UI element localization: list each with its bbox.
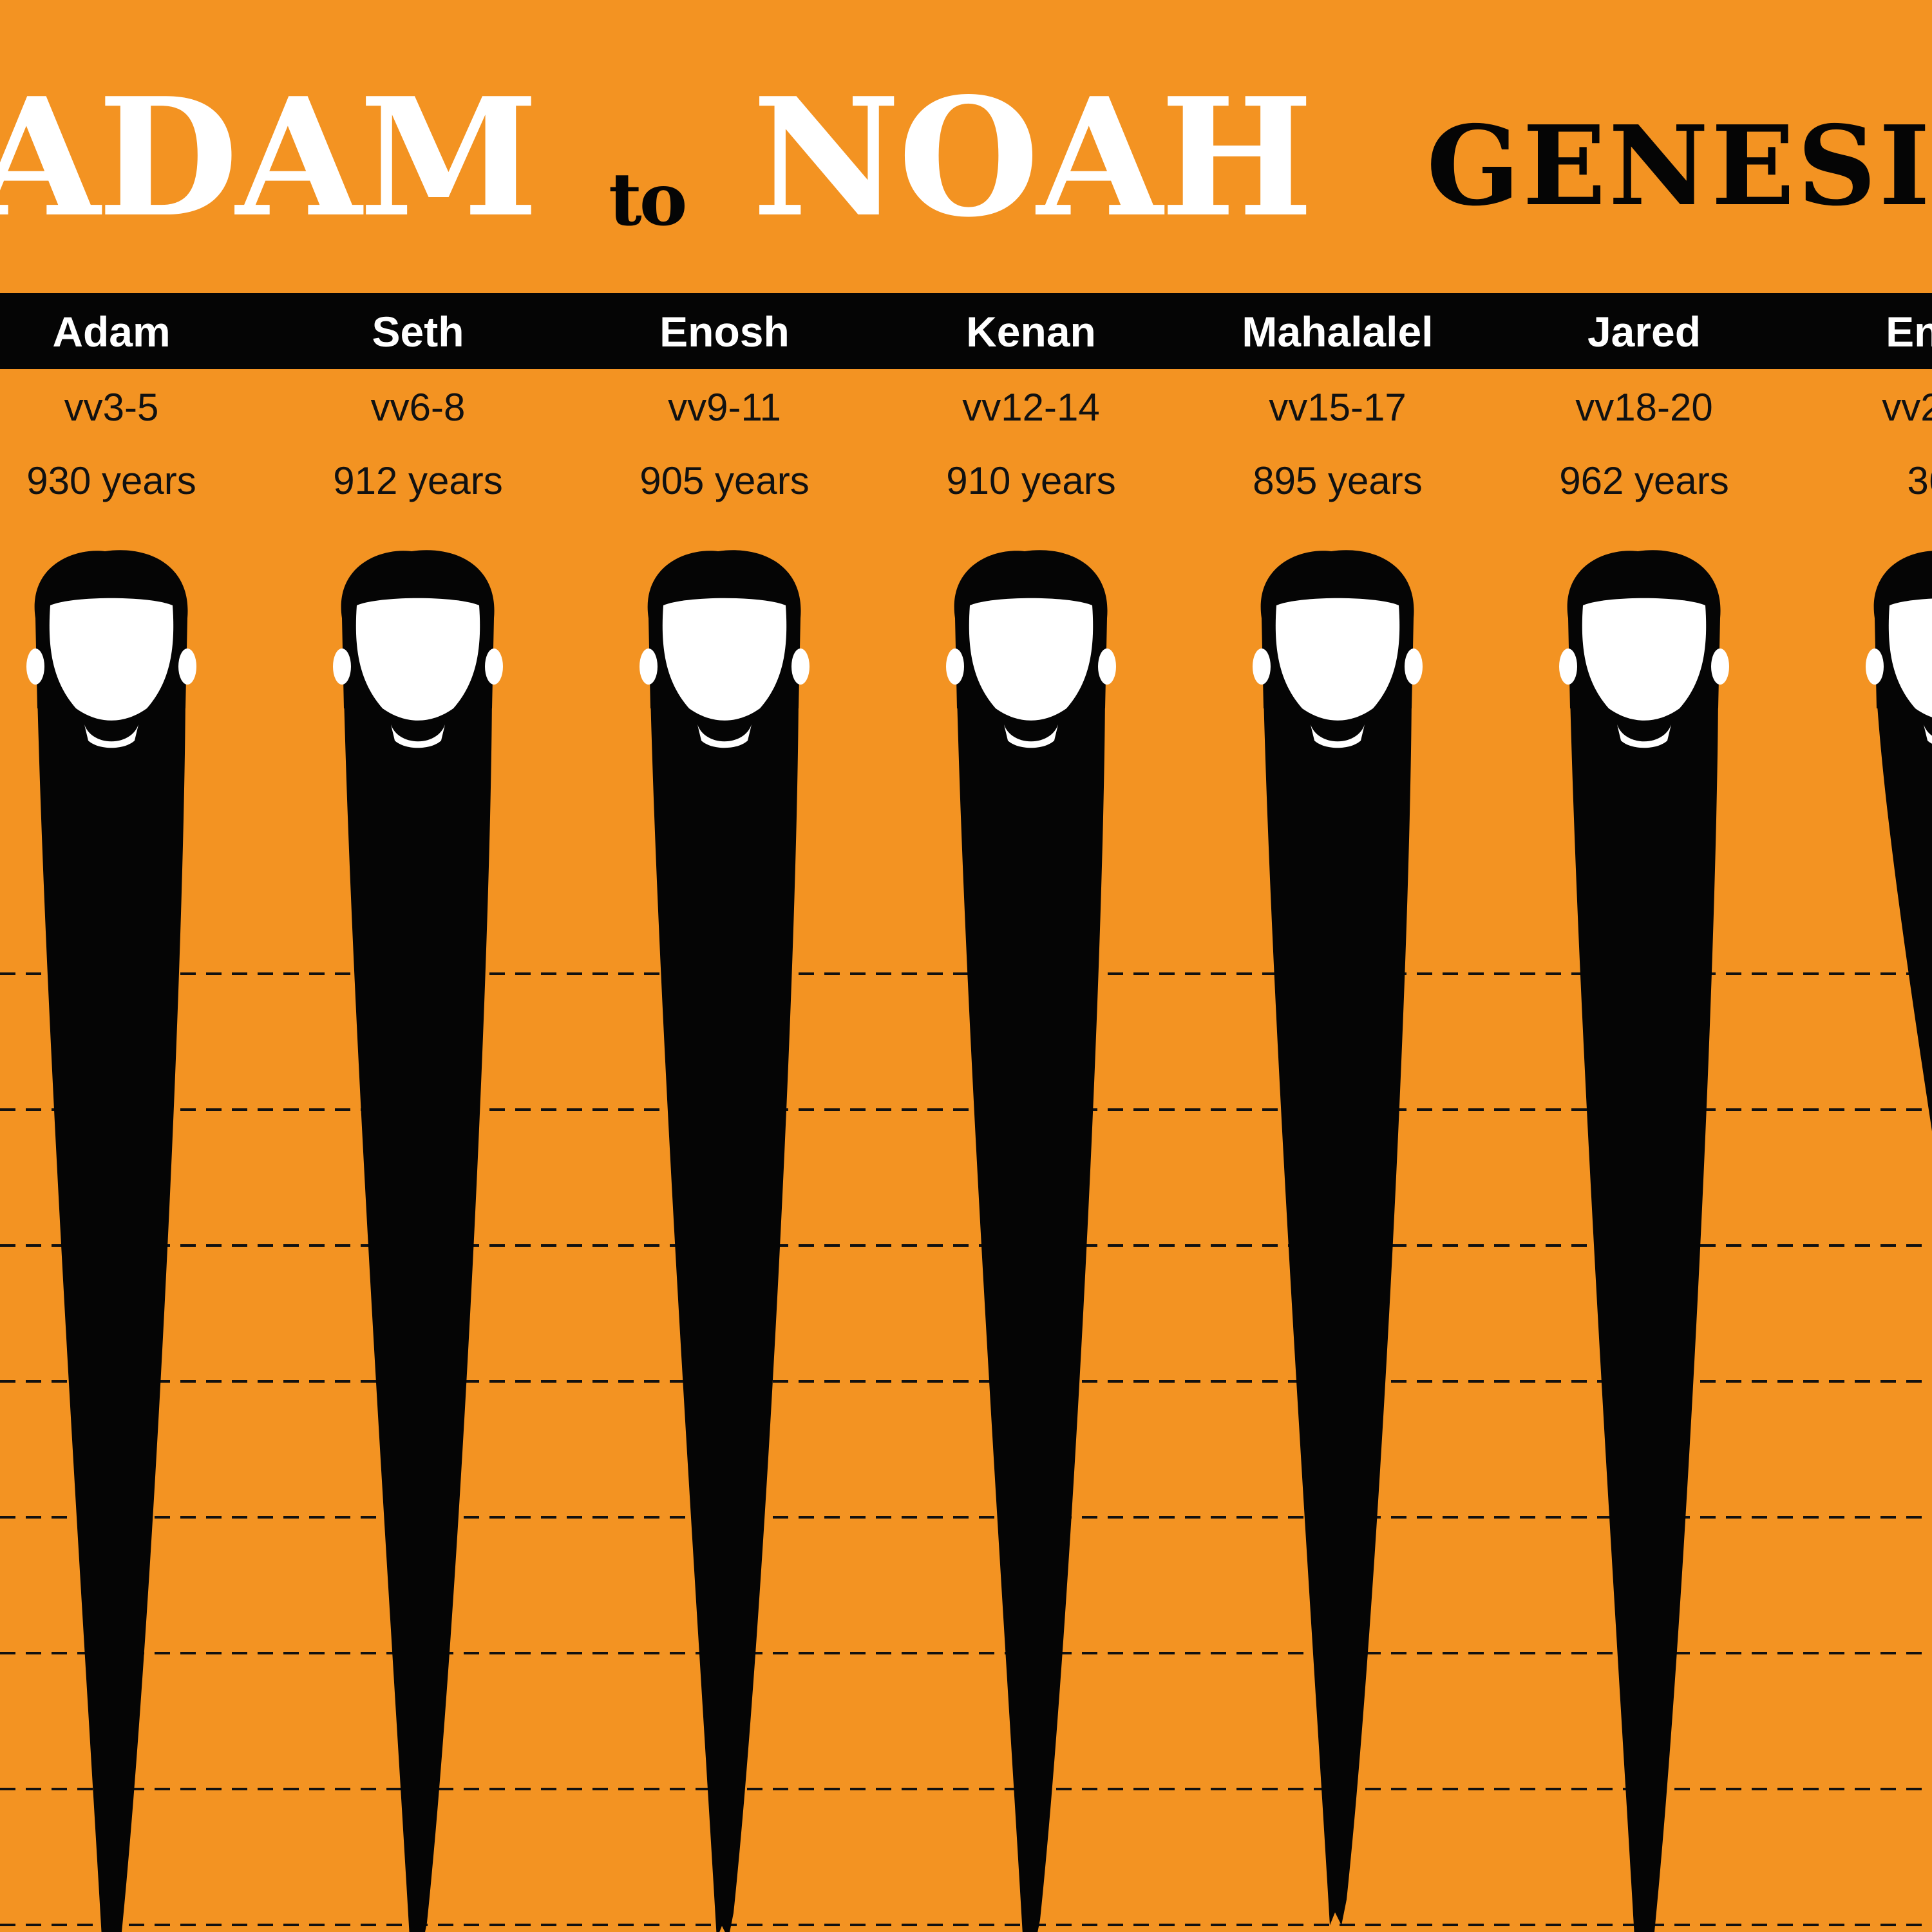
ear-left-enoch (1866, 649, 1884, 685)
ear-right-enosh (791, 649, 810, 685)
mouth-adam (84, 724, 138, 748)
beard-bar-mahalalel (1264, 696, 1412, 1926)
person-name-seth: Seth (372, 308, 464, 355)
figure-jared (1559, 550, 1729, 1932)
person-name-jared: Jared (1587, 308, 1701, 355)
figure-seth (333, 550, 503, 1932)
name-header-bar (0, 293, 1932, 369)
verse-label-enoch: vv21-24 (1882, 386, 1932, 429)
ear-left-jared (1559, 649, 1577, 685)
figure-enoch (1866, 551, 1932, 1132)
figure-adam (26, 550, 196, 1932)
bearded-figures (26, 550, 1932, 1932)
beard-bar-seth (344, 696, 492, 1932)
ear-right-jared (1711, 649, 1729, 685)
years-label-kenan: 910 years (946, 459, 1116, 502)
face-jared (1582, 598, 1707, 721)
mouth-seth (391, 724, 445, 748)
ear-left-kenan (946, 649, 964, 685)
beard-bar-kenan (957, 696, 1105, 1932)
beard-bar-enoch (1877, 696, 1932, 1132)
ear-right-adam (178, 649, 196, 685)
person-name-enosh: Enosh (659, 308, 790, 355)
ear-left-enosh (639, 649, 658, 685)
mouth-jared (1617, 724, 1671, 748)
years-label-adam: 930 years (26, 459, 196, 502)
verse-label-jared: vv18-20 (1575, 386, 1713, 429)
beard-bar-jared (1570, 696, 1718, 1932)
beard-bar-enosh (650, 696, 799, 1932)
years-label-mahalalel: 895 years (1253, 459, 1423, 502)
face-mahalalel (1275, 598, 1400, 721)
title-noah: NOAH (752, 62, 1313, 253)
face-adam (49, 598, 174, 721)
years-label-enosh: 905 years (639, 459, 810, 502)
verse-label-adam: vv3-5 (64, 386, 159, 429)
years-label-seth: 912 years (333, 459, 503, 502)
person-name-adam: Adam (52, 308, 171, 355)
years-label-jared: 962 years (1559, 459, 1729, 502)
verse-label-kenan: vv12-14 (962, 386, 1100, 429)
title-genesis: GENESIS 5 (1426, 102, 1932, 231)
ear-left-mahalalel (1253, 649, 1271, 685)
face-seth (355, 598, 480, 721)
figure-kenan (946, 550, 1116, 1932)
ear-right-seth (485, 649, 503, 685)
title-to: to (609, 158, 687, 242)
face-kenan (969, 598, 1094, 721)
mouth-enosh (697, 724, 752, 748)
ear-left-seth (333, 649, 351, 685)
mouth-mahalalel (1311, 724, 1365, 748)
face-enosh (662, 598, 787, 721)
ear-right-mahalalel (1405, 649, 1423, 685)
ear-left-adam (26, 649, 44, 685)
verse-label-enosh: vv9-11 (668, 386, 781, 429)
person-name-kenan: Kenan (966, 308, 1096, 355)
ear-right-kenan (1098, 649, 1116, 685)
figure-enosh (639, 550, 810, 1932)
figure-mahalalel (1253, 550, 1423, 1926)
person-name-mahalalel: Mahalalel (1242, 308, 1434, 355)
face-enoch (1888, 598, 1932, 717)
person-name-enoch: Enoch (1886, 308, 1932, 355)
verse-label-mahalalel: vv15-17 (1269, 386, 1406, 429)
title-adam: ADAM (0, 62, 539, 253)
verse-label-seth: vv6-8 (370, 386, 466, 429)
mouth-kenan (1004, 724, 1058, 748)
years-label-enoch: 365+ (1907, 459, 1932, 502)
mouth-enoch (1924, 724, 1932, 744)
beard-bar-adam (37, 696, 185, 1932)
